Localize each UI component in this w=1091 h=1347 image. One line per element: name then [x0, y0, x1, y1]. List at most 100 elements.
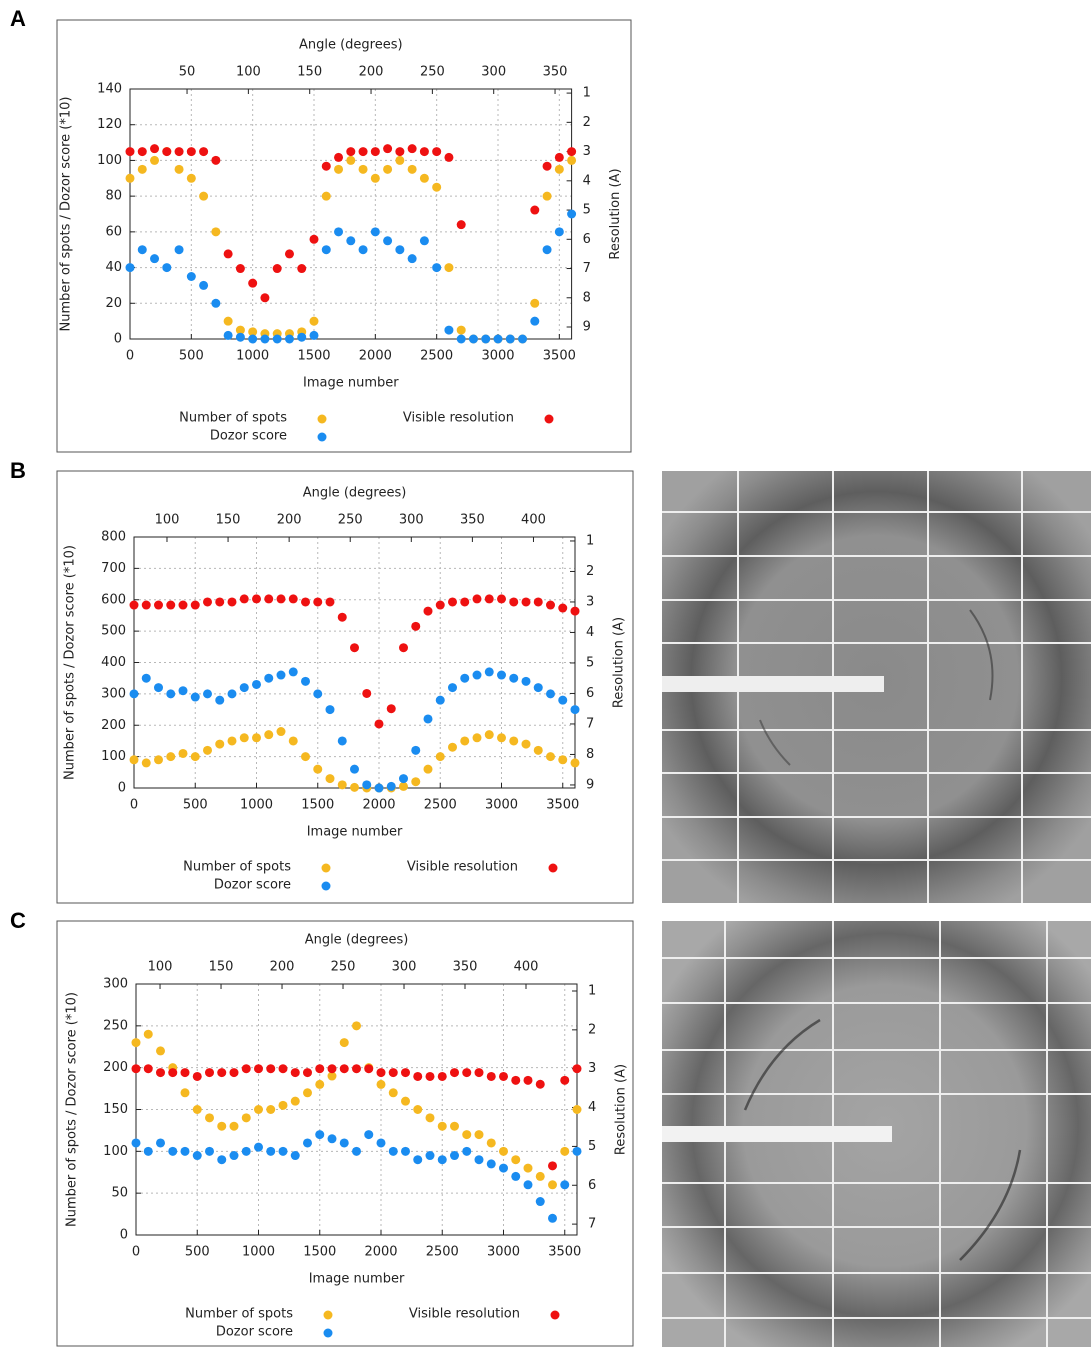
data-point — [239, 733, 249, 743]
data-point — [558, 603, 568, 613]
data-point — [432, 182, 442, 192]
x-tick-label: 0 — [126, 349, 134, 364]
data-point — [370, 147, 380, 157]
y2-tick-label: 6 — [588, 1178, 596, 1193]
data-point — [542, 245, 552, 255]
data-point — [192, 1151, 202, 1161]
chart-frame — [56, 920, 634, 1347]
data-point — [350, 764, 359, 774]
data-point — [511, 1155, 521, 1165]
x2-tick-label: 100 — [236, 65, 261, 80]
data-point — [178, 748, 188, 758]
x-tick-label: 1500 — [303, 1245, 336, 1260]
data-point — [509, 597, 519, 607]
data-point — [203, 597, 212, 607]
data-point — [186, 173, 196, 183]
data-point — [227, 597, 237, 607]
data-point — [548, 1180, 557, 1190]
x-tick-label: 2000 — [364, 1245, 397, 1260]
data-point — [337, 736, 347, 746]
data-point — [505, 334, 515, 344]
data-point — [386, 704, 396, 714]
data-point — [432, 147, 442, 157]
data-point — [364, 1064, 374, 1074]
data-point — [199, 280, 209, 290]
data-point — [570, 705, 580, 715]
x2-tick-label: 50 — [179, 65, 196, 80]
legend-label: Dozor score — [210, 429, 287, 444]
data-point — [229, 1121, 239, 1131]
data-point — [407, 254, 417, 264]
data-point — [325, 705, 335, 715]
data-point — [407, 164, 417, 174]
data-point — [474, 1130, 484, 1140]
data-point — [129, 755, 139, 765]
data-point — [137, 164, 147, 174]
data-point — [370, 227, 380, 237]
data-point — [376, 1138, 386, 1148]
x2-axis-label: Angle (degrees) — [299, 38, 403, 53]
y2-tick-label: 1 — [586, 533, 594, 548]
x-tick-label: 3000 — [481, 349, 514, 364]
data-point — [546, 600, 555, 610]
data-point — [190, 752, 200, 762]
data-point — [554, 227, 564, 237]
data-point — [239, 594, 249, 604]
y2-tick-label: 9 — [586, 777, 594, 792]
data-point — [346, 155, 356, 165]
legend-marker — [317, 414, 327, 424]
data-point — [131, 1064, 141, 1074]
data-point — [444, 152, 454, 162]
y2-tick-label: 6 — [586, 686, 594, 701]
data-point — [481, 334, 491, 344]
data-point — [264, 730, 274, 740]
x-tick-label: 1000 — [242, 1245, 275, 1260]
legend-marker — [548, 863, 558, 873]
data-point — [419, 173, 429, 183]
x2-tick-label: 250 — [338, 513, 363, 528]
data-point — [511, 1171, 521, 1181]
data-point — [260, 293, 270, 303]
data-point — [535, 1197, 545, 1207]
x2-tick-label: 200 — [359, 65, 384, 80]
data-point — [205, 1068, 214, 1078]
data-point — [334, 152, 344, 162]
data-point — [339, 1138, 349, 1148]
data-point — [383, 164, 393, 174]
data-point — [560, 1075, 570, 1085]
y-tick-label: 300 — [103, 977, 128, 992]
data-point — [448, 742, 457, 752]
data-point — [448, 683, 457, 693]
data-point — [486, 1071, 496, 1081]
data-point — [217, 1121, 227, 1131]
data-point — [178, 600, 188, 610]
data-point — [456, 334, 466, 344]
data-point — [276, 670, 286, 680]
y2-tick-label: 7 — [583, 261, 591, 276]
data-point — [472, 733, 482, 743]
data-point — [278, 1100, 288, 1110]
y2-tick-label: 3 — [588, 1061, 596, 1076]
data-point — [386, 781, 396, 791]
data-point — [533, 745, 543, 755]
x2-tick-label: 200 — [270, 960, 295, 975]
data-point — [315, 1064, 325, 1074]
y-tick-label: 20 — [105, 296, 122, 311]
x-tick-label: 1500 — [301, 798, 334, 813]
y-tick-label: 800 — [101, 530, 126, 545]
data-point — [131, 1138, 141, 1148]
data-point — [327, 1134, 337, 1144]
data-point — [572, 1064, 582, 1074]
data-point — [462, 1130, 472, 1140]
data-point — [509, 736, 519, 746]
data-point — [143, 1029, 153, 1039]
data-point — [486, 1159, 496, 1169]
data-point — [264, 594, 274, 604]
x2-tick-label: 100 — [155, 513, 180, 528]
chart-frame — [56, 19, 632, 453]
data-point — [254, 1064, 263, 1074]
data-point — [229, 1068, 239, 1078]
x-axis-label: Image number — [303, 376, 399, 391]
data-point — [444, 263, 454, 273]
data-point — [499, 1071, 508, 1081]
